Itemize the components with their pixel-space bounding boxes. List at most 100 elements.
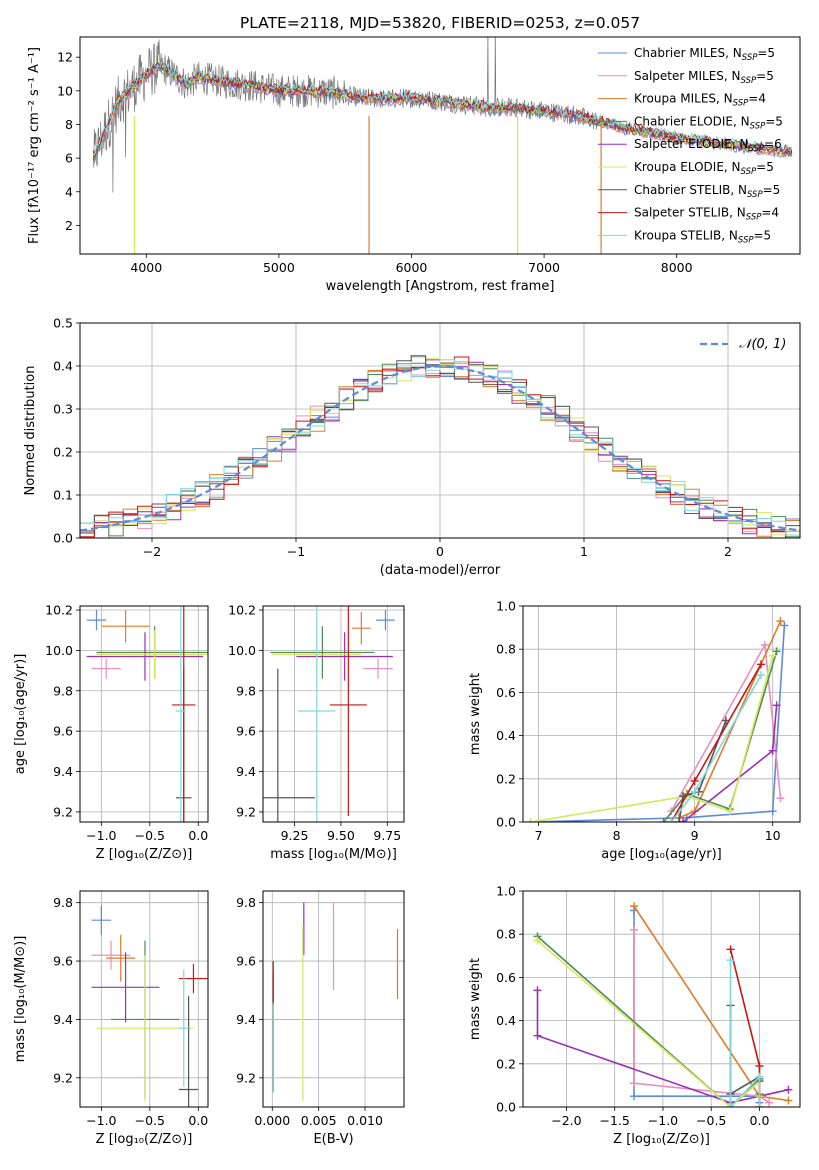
massweight-vs-age-panel: 7 8 9 10 0.0 0.2 0.4 0.6 0.8 1.0 age [log₁₀(age/yr… [468,599,801,862]
residual-histogram-frame [79,322,801,539]
series-marker-salpeter_miles [765,1098,774,1107]
legend-label: Chabrier ELODIE, N [634,114,750,128]
spectrum-frame [79,36,801,255]
legend-n: =5 [756,69,774,83]
legend-label: Chabrier MILES, N [634,46,742,60]
mass-vs-z-xlabel: Z [log₁₀(Z/Z⊙)] [96,1132,193,1147]
legend-label: Salpeter STELIB, N [634,206,746,220]
massweight-vs-z-xtick-label: −1.5 [600,1113,630,1128]
spectrum-ytick-label: 12 [57,50,73,65]
legend-entry-salpeter_elodie: Salpeter ELODIE, NSSP=6 [634,137,782,154]
series-marker-chabrier_miles [629,1092,638,1101]
massweight-vs-z-ytick-label: 1.0 [496,884,516,899]
series-marker-kroupa_stelib [726,1103,735,1107]
residual-histogram-plot-area [80,323,800,538]
errorbar-point-chabrier_miles [86,610,107,631]
model-spectrum-kroupa_stelib [92,61,793,156]
series-marker-salpeter_elodie [784,1085,793,1094]
legend-label: Chabrier STELIB, N [634,183,747,197]
legend-subscript: SSP [733,99,749,109]
mass-vs-ebv-ytick-label: 9.4 [236,1012,256,1027]
age-vs-z-ytick-label: 9.4 [53,764,73,779]
massweight-vs-z-xtick-label: −0.5 [696,1113,726,1128]
legend-n: =5 [757,46,775,60]
series-marker-salpeter_miles [776,794,785,803]
legend-subscript: SSP [742,53,758,63]
massweight-vs-z-ytick-label: 0.2 [496,1056,516,1071]
age-vs-z-xlabel: Z [log₁₀(Z/Z⊙)] [96,847,193,862]
age-vs-z-plot-area [80,606,208,822]
errorbar-point-kroupa_stelib [176,606,186,822]
series-marker-chabrier_stelib [675,818,684,822]
massweight-vs-age-xtick-label: 10 [765,828,781,843]
legend-label: Salpeter ELODIE, N [634,137,748,151]
age-vs-mass-ytick-label: 9.2 [236,804,256,819]
mass-vs-z-plot-area [80,891,208,1107]
series-marker-kroupa_elodie [768,651,777,660]
legend-entry-kroupa_stelib: Kroupa STELIB, NSSP=5 [634,228,771,245]
massweight-vs-z-plot-area [523,891,800,1107]
residual-histogram-xtick-label: 1 [580,544,588,559]
age-vs-z-xtick-label: −0.5 [135,828,165,843]
legend-n: =5 [754,228,772,242]
series-marker-salpeter_stelib [755,1061,764,1070]
series-marker-salpeter_miles [629,1079,638,1088]
residual-histogram-xtick-label: 0 [436,544,444,559]
age-vs-mass-ytick-label: 10.0 [228,643,256,658]
errorbar-point-salpeter_stelib [172,606,196,822]
legend-subscript: SSP [750,121,766,131]
errorbar-point-chabrier_miles [376,610,395,631]
normal-curve [80,365,800,532]
age-vs-mass-xtick-label: 9.75 [373,828,401,843]
spectrum-xtick-label: 7000 [528,260,560,275]
legend-subscript: SSP [747,190,763,200]
series-marker-salpeter_stelib [690,776,699,785]
errorbar-point-salpeter_miles [91,940,131,970]
mass-vs-ebv-panel: 0.000 0.005 0.010 9.2 9.4 9.6 9.8 E(B-V) [236,890,405,1147]
errorbar-point-salpeter_miles [363,658,393,679]
age-vs-mass-xtick-label: 9.25 [281,828,309,843]
legend-label: Kroupa STELIB, N [634,228,738,242]
series-marker-salpeter_stelib [726,945,735,954]
series-marker-salpeter_miles [760,640,769,649]
mass-vs-ebv-ytick-label: 9.8 [236,895,256,910]
massweight-vs-age-ytick-label: 1.0 [496,599,516,614]
errorbar-point-salpeter_elodie [91,952,160,1023]
errorbar-point-kroupa_miles [101,610,150,643]
legend-entry-kroupa_miles: Kroupa MILES, NSSP=4 [634,92,766,109]
massweight-vs-z-ytick-label: 0.8 [496,927,516,942]
errorbar-point-kroupa_elodie [96,955,194,1102]
age-vs-z-ytick-label: 10.2 [45,603,73,618]
mass-vs-z-xtick-label: −0.5 [135,1113,165,1128]
series-marker-kroupa_miles [784,1096,793,1105]
series-marker-kroupa_miles [629,902,638,911]
mass-vs-z-ytick-label: 9.2 [53,1070,73,1085]
series-line-kroupa_stelib [729,960,761,1107]
errorbar-point-chabrier_miles [91,905,112,935]
age-vs-z-ytick-label: 9.2 [53,804,73,819]
errorbar-point-chabrier_elodie [270,626,375,679]
residual-histogram-ytick-label: 0.2 [53,445,73,460]
residual-histogram-ylabel: Normed distribution [23,366,38,496]
residual-histogram-xtick-label: −2 [143,544,161,559]
legend-subscript: SSP [738,235,754,245]
age-vs-z-ytick-label: 9.8 [53,683,73,698]
series-line-salpeter_miles [633,929,770,1104]
massweight-vs-z-xtick-label: −1.0 [648,1113,678,1128]
legend-entry-chabrier_elodie: Chabrier ELODIE, NSSP=5 [634,114,783,131]
residual-histogram-xtick-label: 2 [724,544,732,559]
series-marker-kroupa_stelib [726,956,735,965]
spectrum-ylabel: Flux [fλ10⁻¹⁷ erg cm⁻² s⁻¹ A⁻¹] [27,47,42,244]
massweight-vs-age-xlabel: age [log₁₀(age/yr)] [601,847,722,862]
age-vs-mass-plot-area [263,606,404,822]
legend-entry-kroupa_elodie: Kroupa ELODIE, NSSP=5 [634,160,774,177]
mass-vs-z-xtick-label: −1.0 [86,1113,116,1128]
legend-label: Kroupa MILES, N [634,92,733,106]
massweight-vs-age-xtick-label: 7 [535,828,543,843]
massweight-vs-z-ytick-label: 0.6 [496,970,516,985]
errorbar-point-kroupa_stelib [298,606,336,822]
legend-subscript: SSP [748,144,764,154]
massweight-vs-z-panel: −2.0 −1.5 −1.0 −0.5 0.0 0.0 0.2 0.4 0.6 0.8 1.0 Z [… [468,884,801,1147]
